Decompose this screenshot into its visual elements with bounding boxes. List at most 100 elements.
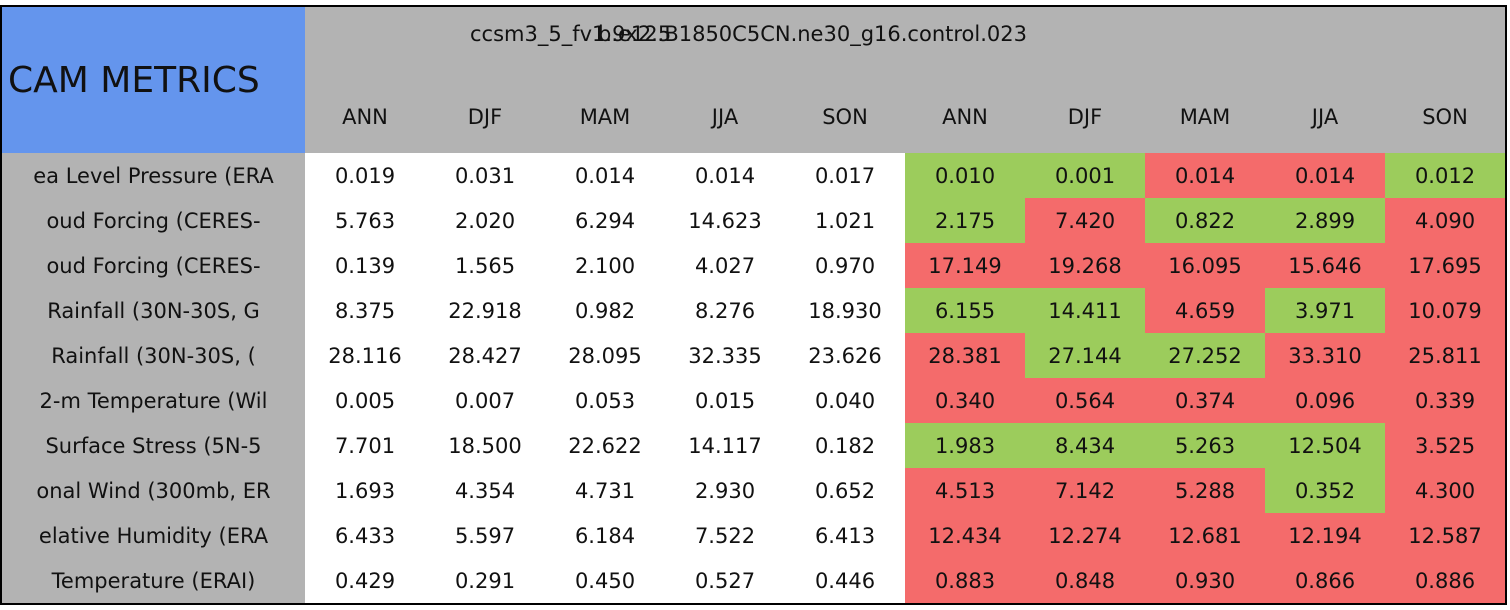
- season-header: ANN: [305, 80, 427, 155]
- metric-cell: 2.899: [1265, 198, 1387, 245]
- metric-cell: 7.420: [1025, 198, 1147, 245]
- metric-cell: 12.587: [1385, 513, 1507, 560]
- metric-cell: 4.513: [905, 468, 1027, 515]
- metric-cell: 4.659: [1145, 288, 1267, 335]
- metric-cell: 17.695: [1385, 243, 1507, 290]
- metric-cell: 6.413: [785, 513, 907, 560]
- metric-cell: 0.886: [1385, 558, 1507, 605]
- metric-cell: 0.001: [1025, 153, 1147, 200]
- season-header: JJA: [1265, 80, 1387, 155]
- metric-cell: 0.182: [785, 423, 907, 470]
- metric-cell: 0.014: [1265, 153, 1387, 200]
- metric-cell: 19.268: [1025, 243, 1147, 290]
- metric-cell: 8.375: [305, 288, 427, 335]
- group-label: ccsm3_5_fv1.9x2.5: [470, 22, 672, 46]
- metric-cell: 0.005: [305, 378, 427, 425]
- metric-cell: 17.149: [905, 243, 1027, 290]
- metric-cell: 0.352: [1265, 468, 1387, 515]
- metric-cell: 2.930: [665, 468, 787, 515]
- metric-cell: 0.883: [905, 558, 1027, 605]
- metric-cell: 0.040: [785, 378, 907, 425]
- metric-cell: 8.434: [1025, 423, 1147, 470]
- metric-cell: 5.597: [425, 513, 547, 560]
- metric-cell: 0.139: [305, 243, 427, 290]
- metric-cell: 1.565: [425, 243, 547, 290]
- metric-cell: 0.014: [665, 153, 787, 200]
- metric-cell: 0.848: [1025, 558, 1147, 605]
- metric-cell: 4.090: [1385, 198, 1507, 245]
- group-header: [905, 5, 1507, 82]
- metric-cell: 1.021: [785, 198, 907, 245]
- season-header: DJF: [425, 80, 547, 155]
- metric-cell: 4.300: [1385, 468, 1507, 515]
- metric-cell: 4.354: [425, 468, 547, 515]
- metric-cell: 28.427: [425, 333, 547, 380]
- row-label: Rainfall (30N-30S, (: [0, 333, 307, 380]
- metric-cell: 1.983: [905, 423, 1027, 470]
- season-header: SON: [1385, 80, 1507, 155]
- metric-cell: 0.982: [545, 288, 667, 335]
- row-label: elative Humidity (ERA: [0, 513, 307, 560]
- metric-cell: 32.335: [665, 333, 787, 380]
- metric-cell: 0.007: [425, 378, 547, 425]
- metric-cell: 0.429: [305, 558, 427, 605]
- metric-cell: 0.339: [1385, 378, 1507, 425]
- metric-cell: 0.970: [785, 243, 907, 290]
- metric-cell: 5.288: [1145, 468, 1267, 515]
- metric-cell: 2.175: [905, 198, 1027, 245]
- row-label: oud Forcing (CERES-: [0, 198, 307, 245]
- group-label: b.e12.B1850C5CN.ne30_g16.control.023: [598, 22, 1027, 46]
- metric-cell: 12.274: [1025, 513, 1147, 560]
- metric-cell: 0.450: [545, 558, 667, 605]
- metric-cell: 0.527: [665, 558, 787, 605]
- metric-cell: 6.184: [545, 513, 667, 560]
- metric-cell: 0.014: [545, 153, 667, 200]
- metric-cell: 28.381: [905, 333, 1027, 380]
- metric-cell: 0.930: [1145, 558, 1267, 605]
- season-header: JJA: [665, 80, 787, 155]
- metric-cell: 0.291: [425, 558, 547, 605]
- row-label: onal Wind (300mb, ER: [0, 468, 307, 515]
- row-label: Rainfall (30N-30S, G: [0, 288, 307, 335]
- metric-cell: 0.012: [1385, 153, 1507, 200]
- metric-cell: 7.522: [665, 513, 787, 560]
- metric-cell: 27.144: [1025, 333, 1147, 380]
- row-label: oud Forcing (CERES-: [0, 243, 307, 290]
- metric-cell: 0.822: [1145, 198, 1267, 245]
- metric-cell: 0.031: [425, 153, 547, 200]
- metric-cell: 14.623: [665, 198, 787, 245]
- metric-cell: 2.020: [425, 198, 547, 245]
- metric-cell: 0.014: [1145, 153, 1267, 200]
- metric-cell: 1.693: [305, 468, 427, 515]
- title: CAM METRICS: [8, 59, 260, 101]
- metric-cell: 3.971: [1265, 288, 1387, 335]
- metric-cell: 0.374: [1145, 378, 1267, 425]
- metric-cell: 15.646: [1265, 243, 1387, 290]
- season-header: MAM: [545, 80, 667, 155]
- metric-cell: 6.294: [545, 198, 667, 245]
- metric-cell: 18.930: [785, 288, 907, 335]
- row-label: ea Level Pressure (ERA: [0, 153, 307, 200]
- metric-cell: 3.525: [1385, 423, 1507, 470]
- metric-cell: 22.918: [425, 288, 547, 335]
- season-header: ANN: [905, 80, 1027, 155]
- metric-cell: 18.500: [425, 423, 547, 470]
- metric-cell: 7.142: [1025, 468, 1147, 515]
- metric-cell: 14.117: [665, 423, 787, 470]
- metric-cell: 8.276: [665, 288, 787, 335]
- metric-cell: 33.310: [1265, 333, 1387, 380]
- metric-cell: 6.155: [905, 288, 1027, 335]
- metric-cell: 0.010: [905, 153, 1027, 200]
- metric-cell: 22.622: [545, 423, 667, 470]
- metric-cell: 0.564: [1025, 378, 1147, 425]
- metric-cell: 12.681: [1145, 513, 1267, 560]
- metric-cell: 2.100: [545, 243, 667, 290]
- metric-cell: 0.017: [785, 153, 907, 200]
- metric-cell: 10.079: [1385, 288, 1507, 335]
- metric-cell: 4.027: [665, 243, 787, 290]
- metric-cell: 0.866: [1265, 558, 1387, 605]
- metric-cell: 0.019: [305, 153, 427, 200]
- metric-cell: 28.095: [545, 333, 667, 380]
- metric-cell: 12.194: [1265, 513, 1387, 560]
